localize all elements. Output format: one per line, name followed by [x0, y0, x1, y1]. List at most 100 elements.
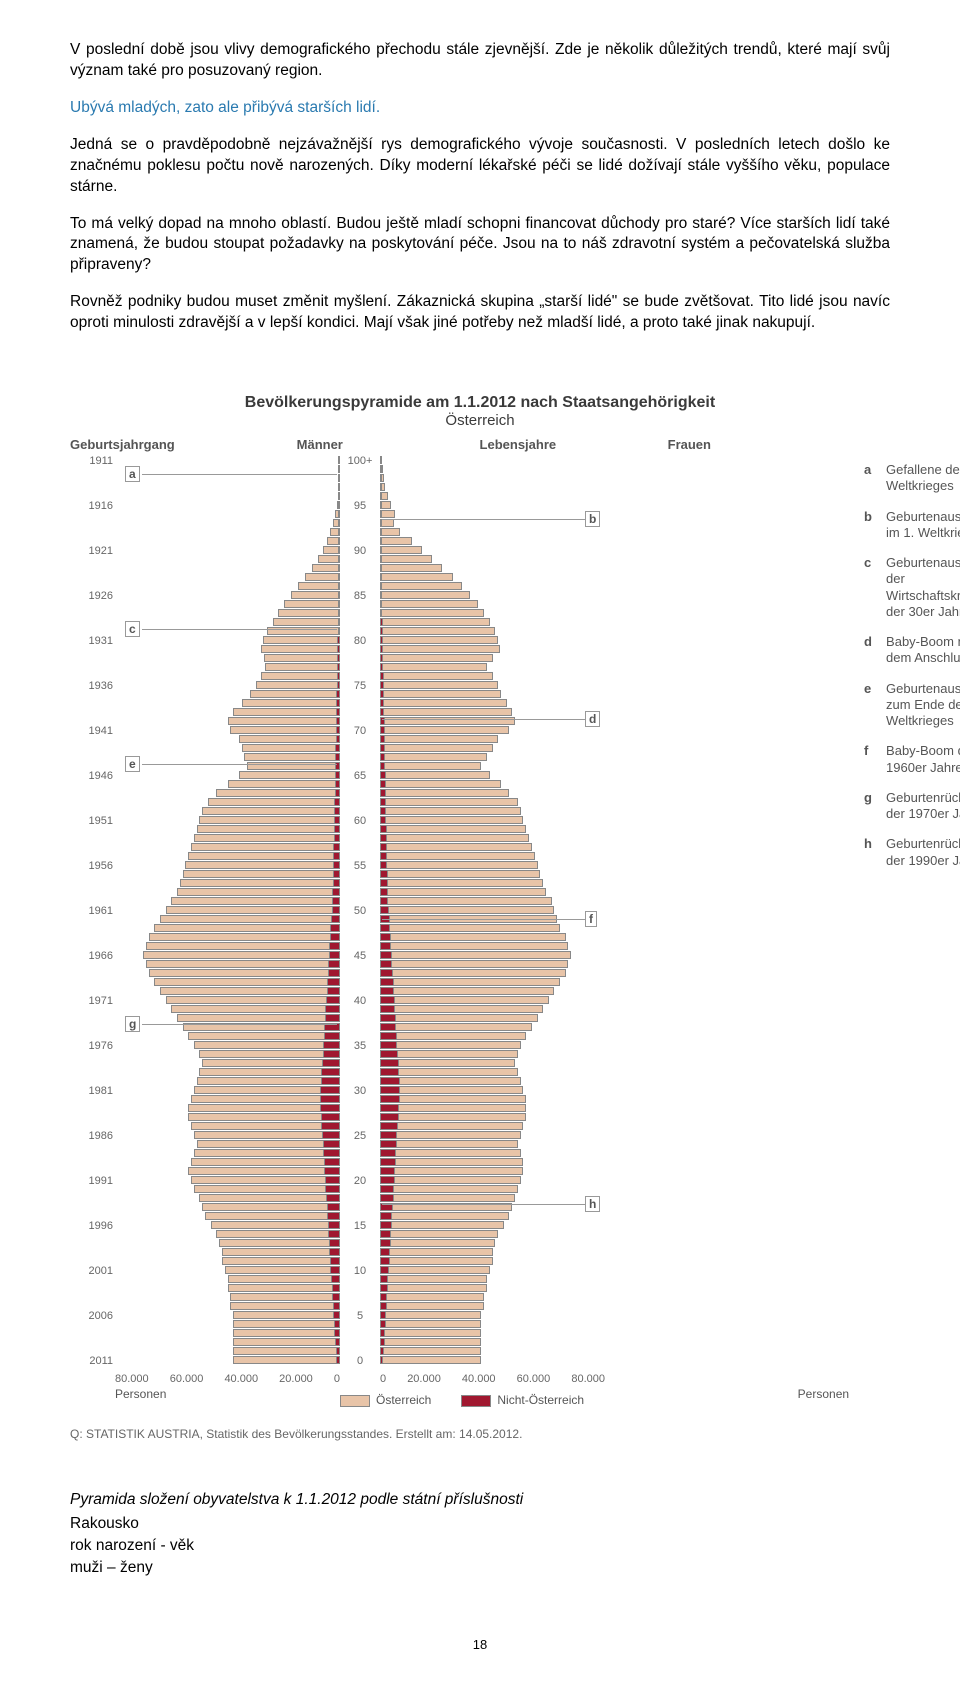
annotation-d: d — [585, 711, 600, 727]
pyramid-row: 200110 — [70, 1266, 849, 1275]
pyramid-row: . — [70, 1320, 849, 1329]
pyramid-row: . — [70, 780, 849, 789]
pyramid-row: 194170 — [70, 726, 849, 735]
pyramid-row: . — [70, 744, 849, 753]
pyramid-row: . — [70, 528, 849, 537]
pyramid-row: . — [70, 582, 849, 591]
note-d: dBaby-Boom nach dem Anschluss — [864, 634, 960, 667]
pyramid-row: . — [70, 1032, 849, 1041]
pyramid-row: . — [70, 1005, 849, 1014]
caption-line2: Rakousko — [70, 1515, 890, 1533]
pyramid-row: 195160 — [70, 816, 849, 825]
pyramid-row: . — [70, 870, 849, 879]
pyramid-row: . — [70, 879, 849, 888]
legend-non-austria: Nicht-Österreich — [461, 1393, 584, 1407]
pyramid-row: 193180 — [70, 636, 849, 645]
pyramid-row: . — [70, 960, 849, 969]
annotation-c: c — [125, 621, 140, 637]
pyramid-row: 197635 — [70, 1041, 849, 1050]
pyramid-row: . — [70, 618, 849, 627]
pyramid-row: 1911100+ — [70, 456, 849, 465]
note-c: cGeburtenausfall in der Wirtschaftskrise… — [864, 555, 960, 620]
pyramid-row: . — [70, 654, 849, 663]
pyramid-row: 191695 — [70, 501, 849, 510]
paragraph-1: V poslední době jsou vlivy demografickéh… — [70, 40, 890, 82]
pyramid-row: . — [70, 1149, 849, 1158]
pyramid-row: 196645 — [70, 951, 849, 960]
pyramid-row: . — [70, 600, 849, 609]
pyramid-row: . — [70, 483, 849, 492]
pyramid-row: 196150 — [70, 906, 849, 915]
population-pyramid-chart: Bevölkerungspyramide am 1.1.2012 nach St… — [70, 394, 890, 1441]
pyramid-row: . — [70, 555, 849, 564]
pyramid-row: . — [70, 1194, 849, 1203]
pyramid-row: 199615 — [70, 1221, 849, 1230]
pyramid-row: . — [70, 1140, 849, 1149]
pyramid-row: 20110 — [70, 1356, 849, 1365]
pyramid-row: . — [70, 1239, 849, 1248]
pyramid-row: . — [70, 573, 849, 582]
chart-title: Bevölkerungspyramide am 1.1.2012 nach St… — [70, 394, 890, 412]
pyramid-row: . — [70, 537, 849, 546]
pyramid-graphic: Geburtsjahrgang Männer Lebensjahre Fraue… — [70, 437, 849, 1407]
pyramid-row: . — [70, 1284, 849, 1293]
header-women: Frauen — [530, 437, 850, 452]
pyramid-row: . — [70, 708, 849, 717]
pyramid-row: . — [70, 1302, 849, 1311]
note-f: fBaby-Boom der 1960er Jahre — [864, 743, 960, 776]
pyramid-row: 192190 — [70, 546, 849, 555]
pyramid-row: . — [70, 1122, 849, 1131]
pyramid-row: . — [70, 807, 849, 816]
legend-austria: Österreich — [340, 1393, 431, 1407]
pyramid-row: . — [70, 1338, 849, 1347]
pyramid-row: . — [70, 1167, 849, 1176]
pyramid-row: . — [70, 888, 849, 897]
pyramid-row: . — [70, 987, 849, 996]
pyramid-row: . — [70, 519, 849, 528]
pyramid-row: . — [70, 978, 849, 987]
pyramid-row: . — [70, 1230, 849, 1239]
chart-notes: aGefallene des 2. Weltkrieges bGeburtenau… — [864, 437, 960, 883]
paragraph-2-heading: Ubývá mladých, zato ale přibývá starších… — [70, 98, 890, 119]
pyramid-row: 192685 — [70, 591, 849, 600]
pyramid-row: . — [70, 492, 849, 501]
pyramid-row: . — [70, 1248, 849, 1257]
chart-source: Q: STATISTIK AUSTRIA, Statistik des Bevö… — [70, 1427, 890, 1441]
pyramid-row: . — [70, 1212, 849, 1221]
page-number: 18 — [70, 1637, 890, 1652]
note-b: bGeburtenausfall im 1. Weltkrieg — [864, 509, 960, 542]
caption-line1: Pyramida složení obyvatelstva k 1.1.2012… — [70, 1491, 890, 1509]
note-e: eGeburtenausfall zum Ende des 2. Weltkri… — [864, 681, 960, 730]
annotation-f: f — [585, 911, 597, 927]
pyramid-row: . — [70, 789, 849, 798]
pyramid-row: . — [70, 465, 849, 474]
pyramid-row: . — [70, 699, 849, 708]
note-h: hGeburtenrückgang der 1990er Jahre — [864, 836, 960, 869]
pyramid-row: . — [70, 510, 849, 519]
pyramid-row: . — [70, 942, 849, 951]
pyramid-row: . — [70, 1104, 849, 1113]
pyramid-row: . — [70, 825, 849, 834]
pyramid-row: . — [70, 1113, 849, 1122]
pyramid-row: . — [70, 897, 849, 906]
pyramid-row: 194665 — [70, 771, 849, 780]
caption-line3: rok narození - věk — [70, 1537, 890, 1555]
pyramid-row: 198625 — [70, 1131, 849, 1140]
pyramid-row: . — [70, 1050, 849, 1059]
pyramid-row: . — [70, 735, 849, 744]
pyramid-row: 195655 — [70, 861, 849, 870]
pyramid-row: . — [70, 798, 849, 807]
pyramid-row: . — [70, 933, 849, 942]
pyramid-row: . — [70, 1059, 849, 1068]
pyramid-row: . — [70, 564, 849, 573]
annotation-e: e — [125, 756, 140, 772]
annotation-h: h — [585, 1196, 600, 1212]
pyramid-row: . — [70, 1293, 849, 1302]
pyramid-row: . — [70, 1275, 849, 1284]
pyramid-row: . — [70, 1158, 849, 1167]
pyramid-row: . — [70, 834, 849, 843]
annotation-a: a — [125, 466, 140, 482]
note-a: aGefallene des 2. Weltkrieges — [864, 462, 960, 495]
pyramid-row: 193675 — [70, 681, 849, 690]
pyramid-row: . — [70, 1185, 849, 1194]
